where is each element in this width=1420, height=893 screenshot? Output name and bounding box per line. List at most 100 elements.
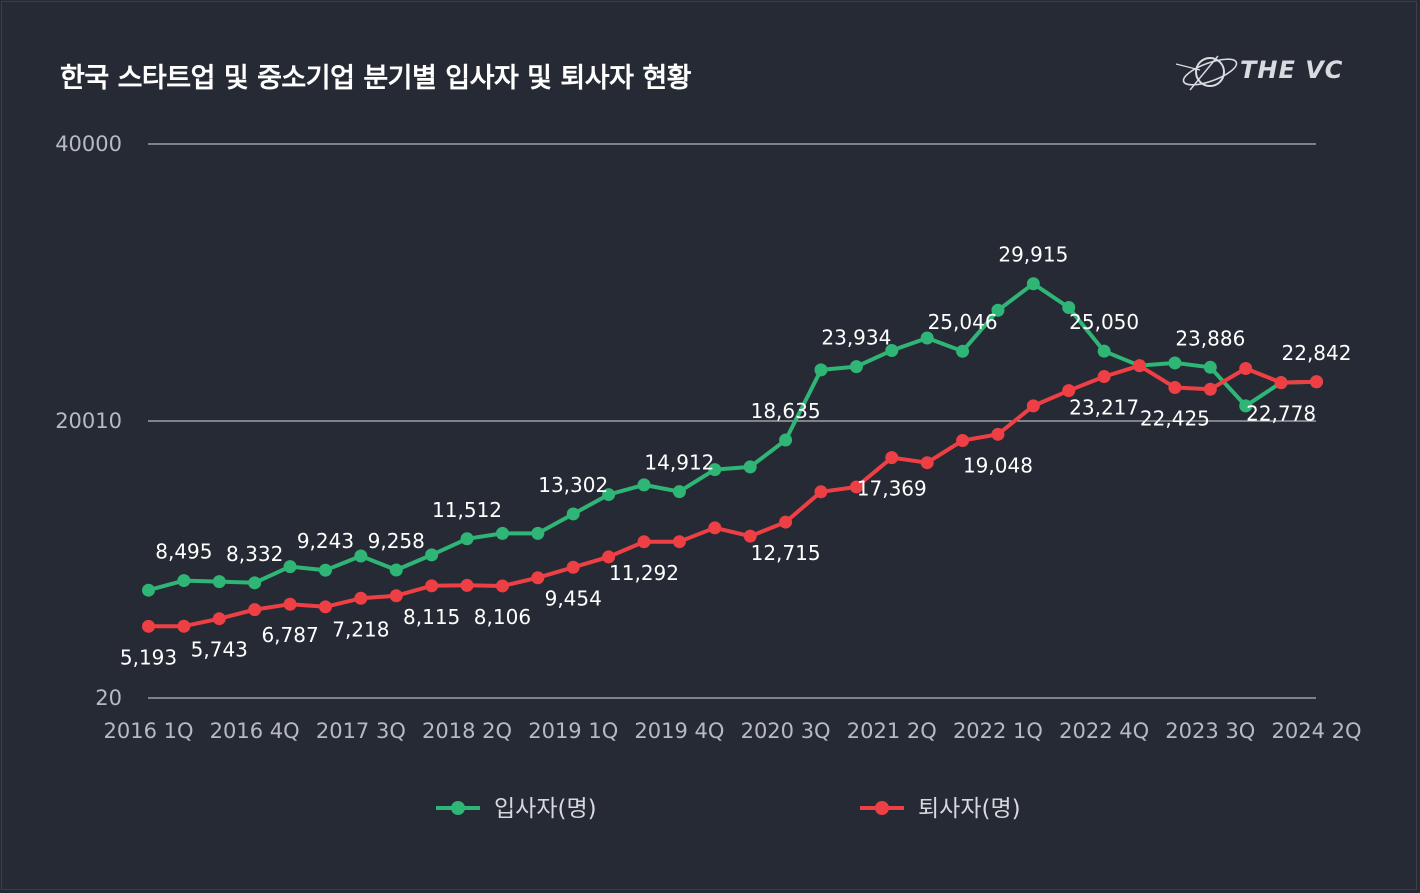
x-tick-label: 2022 1Q: [953, 719, 1043, 743]
leavers-point[interactable]: [283, 597, 297, 611]
legend-label[interactable]: 퇴사자(명): [918, 796, 1021, 822]
hires-point[interactable]: [743, 460, 757, 474]
hires-point[interactable]: [531, 526, 545, 540]
hires-point[interactable]: [495, 526, 509, 540]
leavers-point[interactable]: [672, 535, 686, 549]
hires-point[interactable]: [1168, 356, 1182, 370]
leavers-point[interactable]: [1097, 370, 1111, 384]
hires-point[interactable]: [1203, 360, 1217, 374]
series-group: [142, 277, 1323, 633]
leavers-point[interactable]: [1310, 375, 1323, 389]
leavers-point[interactable]: [1026, 399, 1040, 413]
leavers-point[interactable]: [920, 456, 934, 470]
hires-point[interactable]: [425, 548, 439, 562]
hires-point[interactable]: [991, 303, 1005, 317]
hires-data-label: 13,302: [538, 473, 608, 497]
hires-data-label: 11,512: [432, 498, 502, 522]
hires-data-label: 9,243: [297, 529, 354, 553]
hires-point[interactable]: [1062, 301, 1076, 315]
hires-data-label: 25,050: [1069, 310, 1139, 334]
legend[interactable]: 입사자(명) 퇴사자(명): [436, 796, 1021, 822]
leavers-point[interactable]: [495, 579, 509, 593]
leavers-point[interactable]: [1133, 359, 1147, 373]
hires-data-label: 14,912: [644, 451, 714, 475]
leavers-point[interactable]: [1203, 382, 1217, 396]
leavers-point[interactable]: [956, 434, 970, 448]
x-tick-label: 2024 2Q: [1271, 719, 1361, 743]
y-tick-label: 20: [95, 686, 122, 710]
leavers-point[interactable]: [1239, 361, 1253, 375]
y-tick-label: 40000: [55, 132, 122, 156]
hires-data-label: 18,635: [751, 399, 821, 423]
leavers-point[interactable]: [1062, 384, 1076, 398]
leavers-point[interactable]: [637, 535, 651, 549]
leavers-point[interactable]: [814, 485, 828, 499]
leavers-point[interactable]: [743, 529, 757, 543]
x-tick-label: 2017 3Q: [316, 719, 406, 743]
hires-point[interactable]: [177, 574, 191, 588]
leavers-point[interactable]: [708, 521, 722, 535]
leavers-point[interactable]: [885, 451, 899, 465]
leavers-point[interactable]: [1168, 381, 1182, 395]
x-tick-label: 2016 1Q: [103, 719, 193, 743]
hires-point[interactable]: [672, 485, 686, 499]
hires-point[interactable]: [1239, 399, 1253, 413]
y-tick-label: 20010: [55, 409, 122, 433]
hires-point[interactable]: [885, 343, 899, 357]
leavers-series-line: [148, 363, 1317, 629]
leavers-point[interactable]: [425, 579, 439, 593]
leavers-point[interactable]: [991, 427, 1005, 441]
hires-point[interactable]: [849, 360, 863, 374]
hires-point[interactable]: [460, 532, 474, 546]
hires-point[interactable]: [637, 478, 651, 492]
leavers-point[interactable]: [849, 480, 863, 494]
brand-name: THE VC: [1240, 56, 1344, 84]
leavers-point[interactable]: [779, 515, 793, 529]
hires-point[interactable]: [283, 560, 297, 574]
hires-data-label: 23,934: [821, 326, 891, 350]
leavers-point[interactable]: [248, 603, 262, 617]
hires-point[interactable]: [566, 507, 580, 521]
leavers-point[interactable]: [460, 578, 474, 592]
hires-point[interactable]: [389, 563, 403, 577]
leavers-point[interactable]: [142, 619, 155, 633]
leavers-point[interactable]: [602, 550, 616, 564]
hires-point[interactable]: [318, 563, 332, 577]
leavers-data-label: 7,218: [332, 617, 389, 641]
hires-data-label: 29,915: [998, 243, 1068, 267]
grid-lines: [148, 143, 1316, 699]
x-tick-label: 2019 1Q: [528, 719, 618, 743]
leavers-data-label: 17,369: [857, 477, 927, 501]
hires-data-label: 8,495: [155, 540, 212, 564]
hires-point[interactable]: [1097, 344, 1111, 358]
leavers-point[interactable]: [354, 591, 368, 605]
leavers-point[interactable]: [566, 560, 580, 574]
hires-point[interactable]: [920, 331, 934, 345]
leavers-point[interactable]: [1274, 376, 1288, 390]
hires-point[interactable]: [708, 463, 722, 477]
hires-point[interactable]: [956, 344, 970, 358]
leavers-data-label: 8,115: [403, 605, 460, 629]
x-tick-label: 2018 2Q: [422, 719, 512, 743]
leavers-point[interactable]: [212, 612, 226, 626]
hires-point[interactable]: [212, 575, 226, 589]
hires-point[interactable]: [248, 576, 262, 590]
legend-label[interactable]: 입사자(명): [494, 796, 597, 822]
leavers-point[interactable]: [389, 589, 403, 603]
leavers-data-label: 23,217: [1069, 396, 1139, 420]
data-labels: 8,495 8,332 9,243 9,258 11,512 13,302 14,912 18…: [120, 243, 1352, 670]
hires-point[interactable]: [142, 583, 155, 597]
leavers-point[interactable]: [318, 600, 332, 614]
leavers-point[interactable]: [531, 571, 545, 585]
leavers-point[interactable]: [177, 619, 191, 633]
hires-point[interactable]: [814, 363, 828, 377]
y-axis-ticks: 20 20010 40000: [55, 132, 122, 710]
hires-point[interactable]: [602, 488, 616, 502]
hires-point[interactable]: [779, 433, 793, 447]
hires-point[interactable]: [354, 549, 368, 563]
hires-data-label: 23,886: [1175, 326, 1245, 350]
hires-data-label: 8,332: [226, 542, 283, 566]
hires-point[interactable]: [1026, 277, 1040, 291]
